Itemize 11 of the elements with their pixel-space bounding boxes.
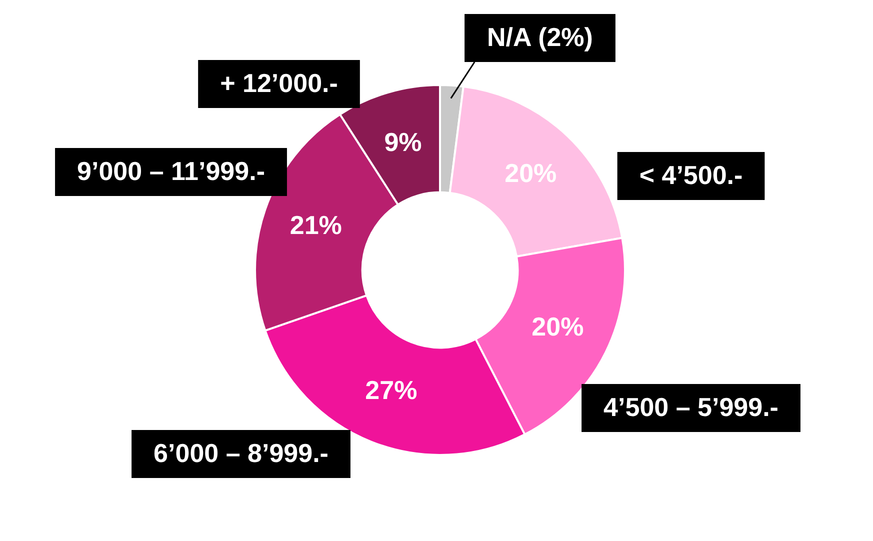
data-label: 20% [532,312,584,342]
data-label: 27% [365,375,418,406]
data-label: 20% [504,158,557,188]
slice-label: 6’000 – 8’999.- [154,438,328,468]
slice-label: < 4’500.- [639,160,743,190]
slice-label: 9’000 – 11’999.- [77,156,265,186]
data-label: 21% [290,210,342,240]
data-label: 9% [384,127,422,158]
slice-label: 4’500 – 5’999.- [604,392,778,422]
slice-label: N/A (2%) [487,22,593,52]
slice-label: + 12’000.- [220,68,338,98]
